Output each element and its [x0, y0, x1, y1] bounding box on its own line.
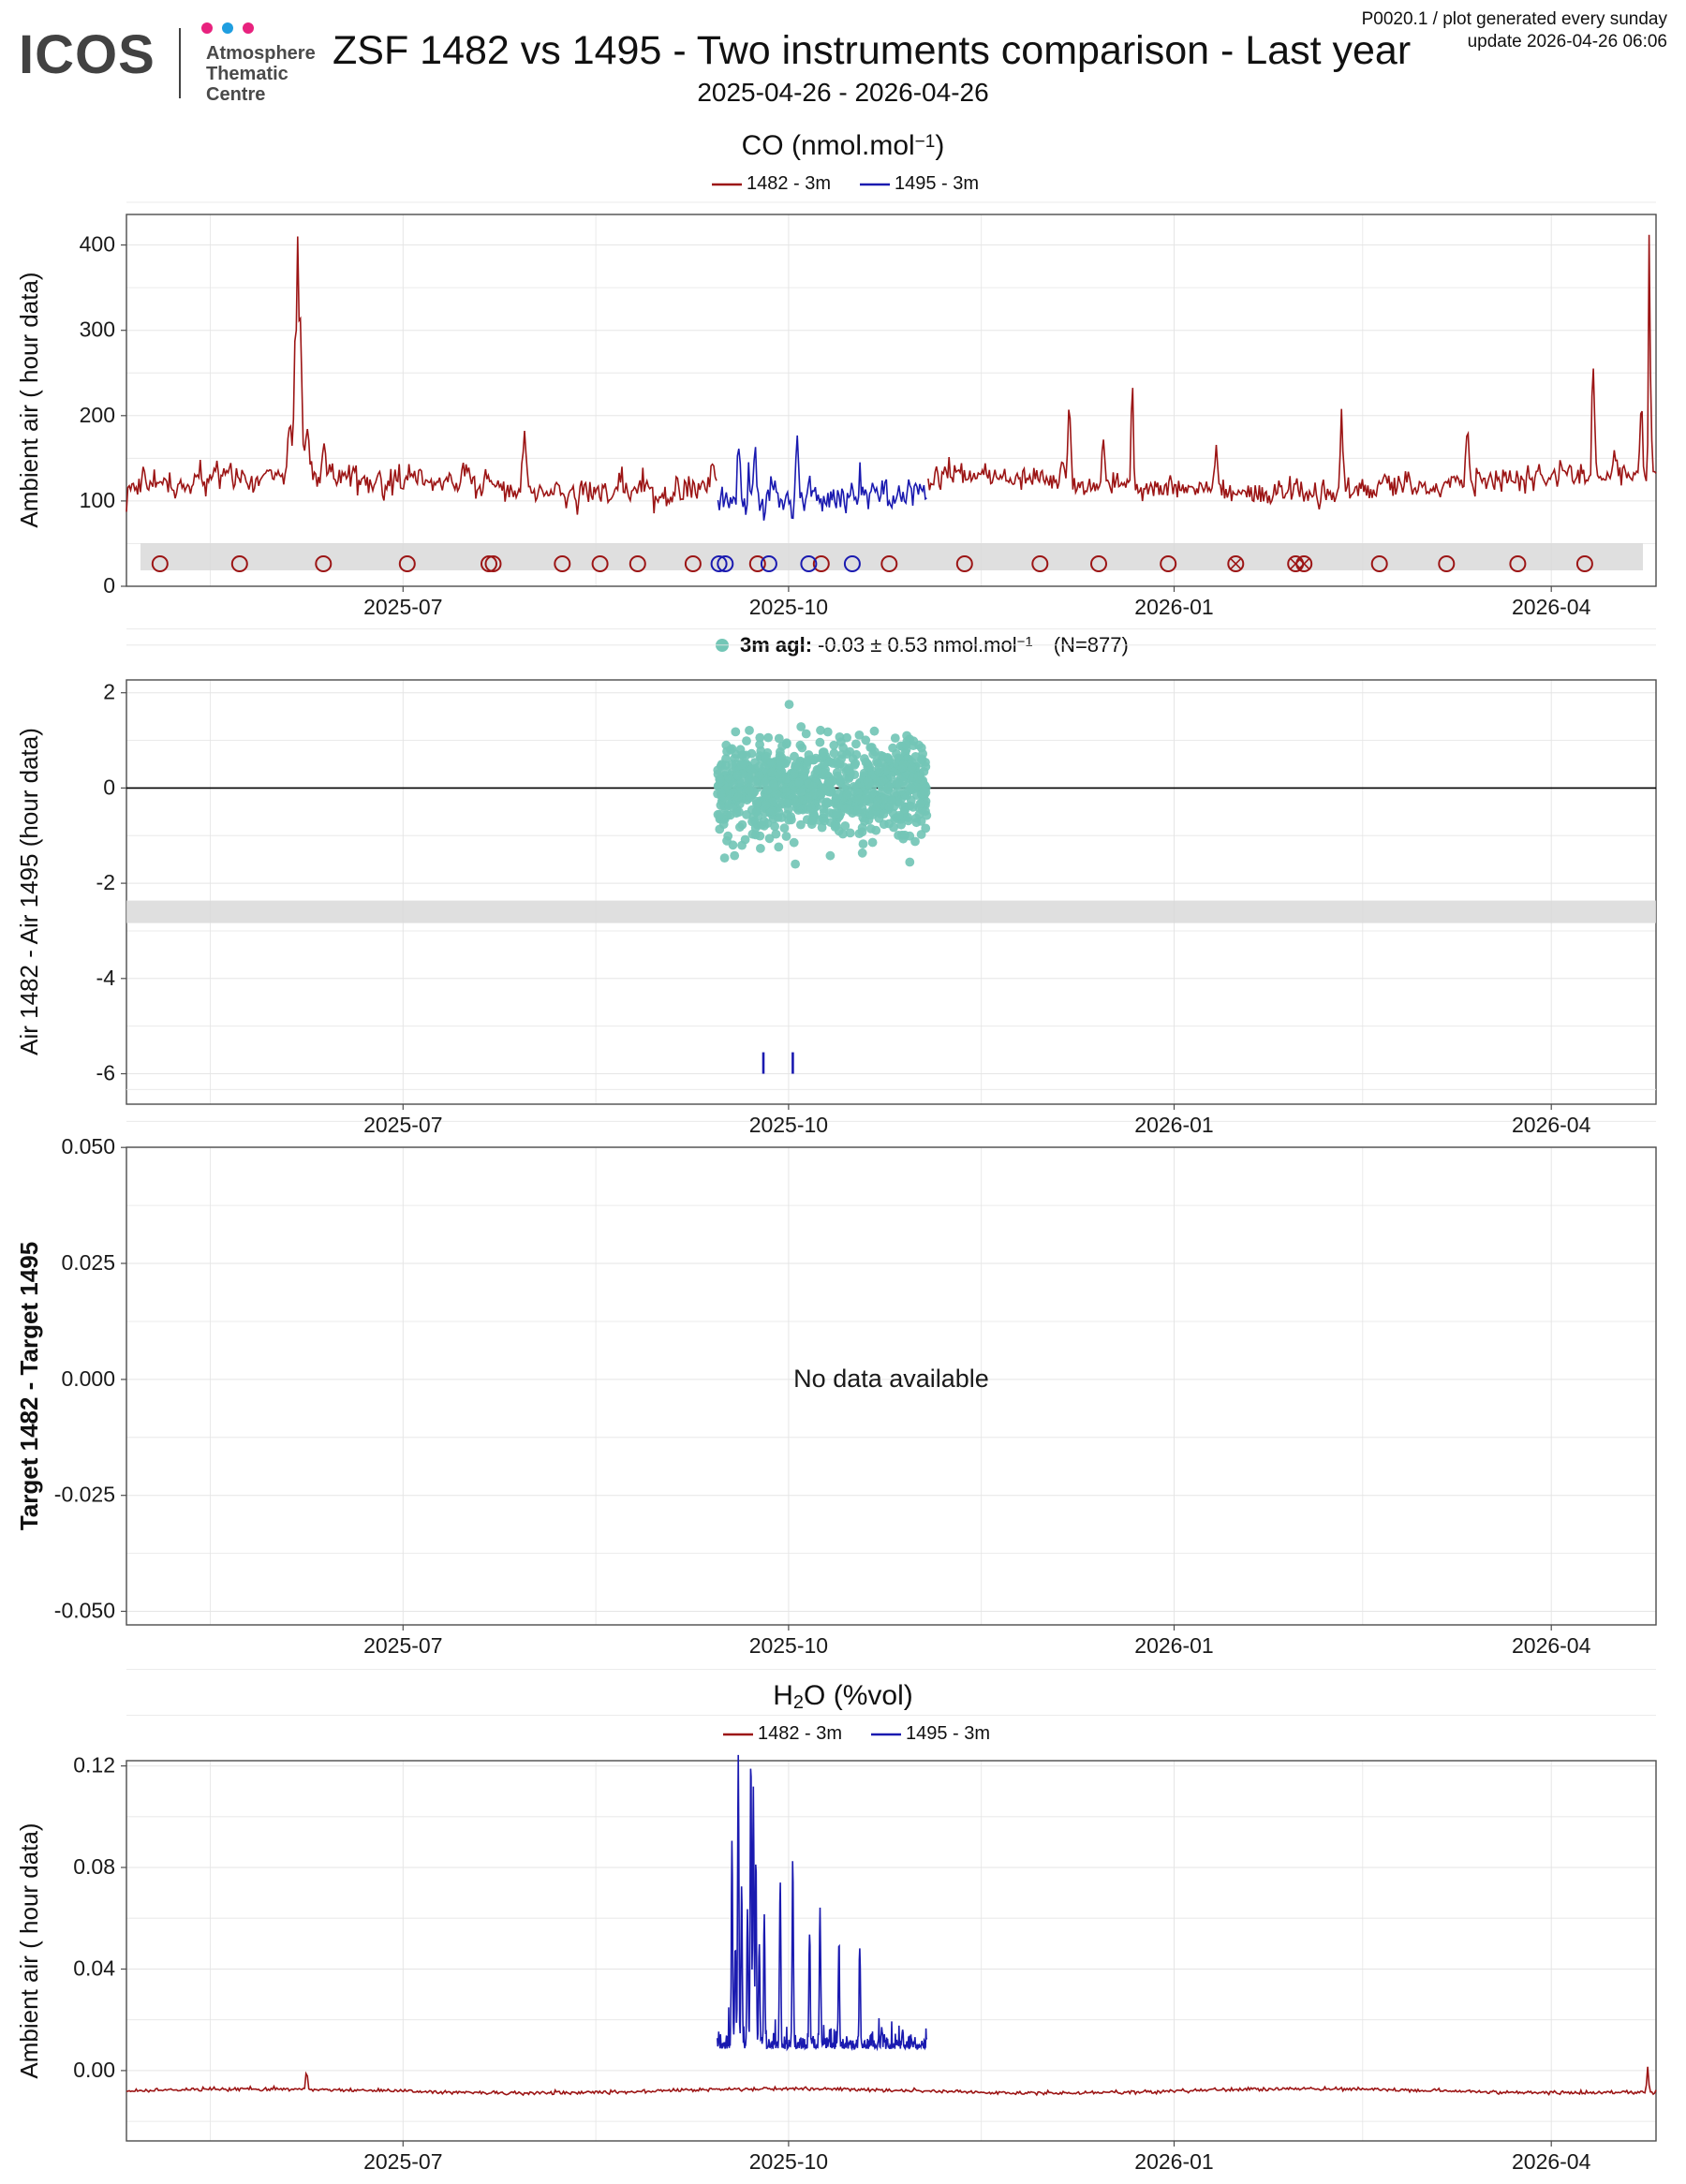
svg-text:2026-01: 2026-01 [1134, 1113, 1213, 1137]
svg-text:Ambient air ( hour data): Ambient air ( hour data) [15, 272, 43, 527]
svg-text:2025-07: 2025-07 [363, 2149, 442, 2174]
svg-text:ZSF 1482 vs 1495 - Two instrum: ZSF 1482 vs 1495 - Two instruments compa… [333, 28, 1411, 73]
svg-text:0.000: 0.000 [61, 1366, 115, 1391]
svg-text:-4: -4 [96, 966, 116, 990]
svg-text:-0.025: -0.025 [54, 1483, 115, 1507]
svg-text:Target 1482 - Target 1495: Target 1482 - Target 1495 [15, 1242, 43, 1530]
svg-text:2026-01: 2026-01 [1134, 595, 1213, 619]
svg-text:No data available: No data available [793, 1365, 989, 1393]
svg-text:Thematic: Thematic [206, 64, 288, 84]
svg-text:0: 0 [103, 573, 115, 598]
svg-text:0.025: 0.025 [61, 1250, 115, 1275]
svg-text:2025-07: 2025-07 [363, 1113, 442, 1137]
svg-text:1495 - 3m: 1495 - 3m [895, 173, 979, 194]
svg-text:0.12: 0.12 [73, 1753, 115, 1778]
svg-text:2026-01: 2026-01 [1134, 2149, 1213, 2174]
svg-text:400: 400 [80, 232, 115, 257]
svg-text:CO (nmol.mol−1): CO (nmol.mol−1) [742, 130, 945, 161]
svg-text:0.04: 0.04 [73, 1956, 115, 1981]
svg-text:2025-10: 2025-10 [749, 1113, 828, 1137]
svg-text:Ambient air ( hour data): Ambient air ( hour data) [15, 1822, 43, 2078]
svg-text:2026-04: 2026-04 [1512, 595, 1591, 619]
svg-text:update 2026-04-26 06:06: update 2026-04-26 06:06 [1468, 32, 1667, 52]
svg-text:0.00: 0.00 [73, 2058, 115, 2082]
svg-text:2: 2 [103, 680, 115, 704]
svg-text:Atmosphere: Atmosphere [206, 43, 316, 64]
svg-text:P0020.1 / plot generated every: P0020.1 / plot generated every sunday [1362, 9, 1668, 29]
svg-text:-2: -2 [96, 870, 115, 894]
svg-text:1495 - 3m: 1495 - 3m [906, 1723, 990, 1744]
svg-text:1482 - 3m: 1482 - 3m [747, 173, 831, 194]
svg-text:2026-04: 2026-04 [1512, 1633, 1591, 1658]
svg-text:Centre: Centre [206, 84, 265, 105]
svg-text:1482 - 3m: 1482 - 3m [758, 1723, 842, 1744]
svg-text:300: 300 [80, 317, 115, 342]
svg-text:2026-04: 2026-04 [1512, 1113, 1591, 1137]
svg-text:2025-10: 2025-10 [749, 2149, 828, 2174]
svg-text:2025-10: 2025-10 [749, 1633, 828, 1658]
svg-text:2025-10: 2025-10 [749, 595, 828, 619]
svg-text:0.08: 0.08 [73, 1854, 115, 1879]
svg-text:2025-07: 2025-07 [363, 1633, 442, 1658]
svg-text:-0.050: -0.050 [54, 1599, 115, 1623]
svg-text:-6: -6 [96, 1061, 115, 1085]
svg-text:2026-01: 2026-01 [1134, 1633, 1213, 1658]
svg-text:Air 1482 - Air 1495 (hour data: Air 1482 - Air 1495 (hour data) [15, 728, 43, 1055]
svg-text:200: 200 [80, 403, 115, 427]
svg-text:0: 0 [103, 775, 115, 799]
svg-text:0.050: 0.050 [61, 1134, 115, 1158]
svg-text:2025-07: 2025-07 [363, 595, 442, 619]
svg-text:2025-04-26 - 2026-04-26: 2025-04-26 - 2026-04-26 [697, 78, 988, 107]
svg-text:100: 100 [80, 488, 115, 512]
svg-text:ICOS: ICOS [19, 24, 155, 85]
svg-text:2026-04: 2026-04 [1512, 2149, 1591, 2174]
